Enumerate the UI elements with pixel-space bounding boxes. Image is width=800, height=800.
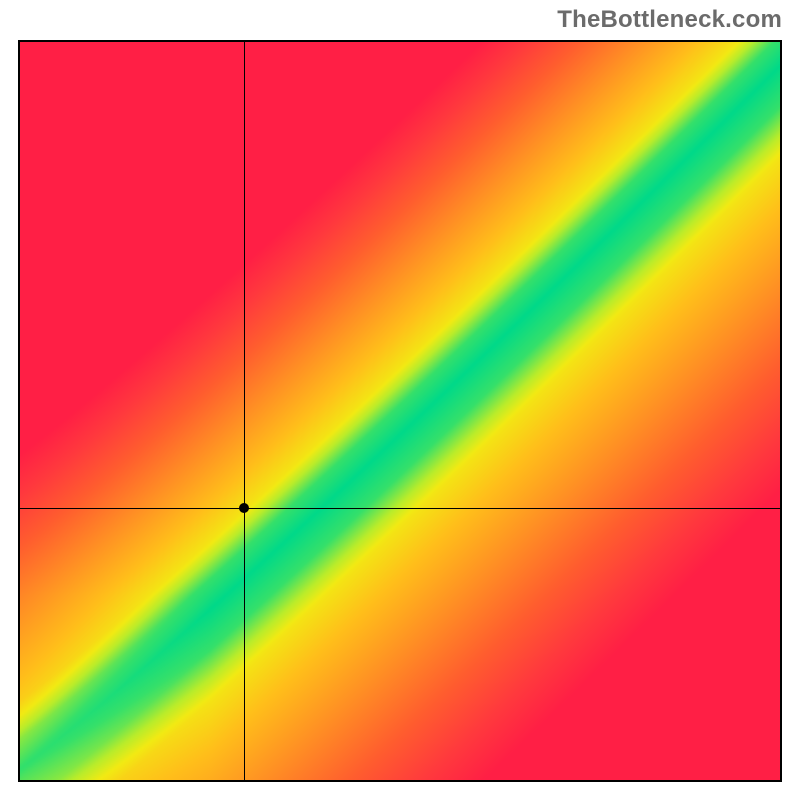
watermark-text: TheBottleneck.com [557,6,782,34]
bottleneck-heatmap [20,42,780,780]
plot-frame [18,40,782,782]
chart-stage: TheBottleneck.com [0,0,800,800]
